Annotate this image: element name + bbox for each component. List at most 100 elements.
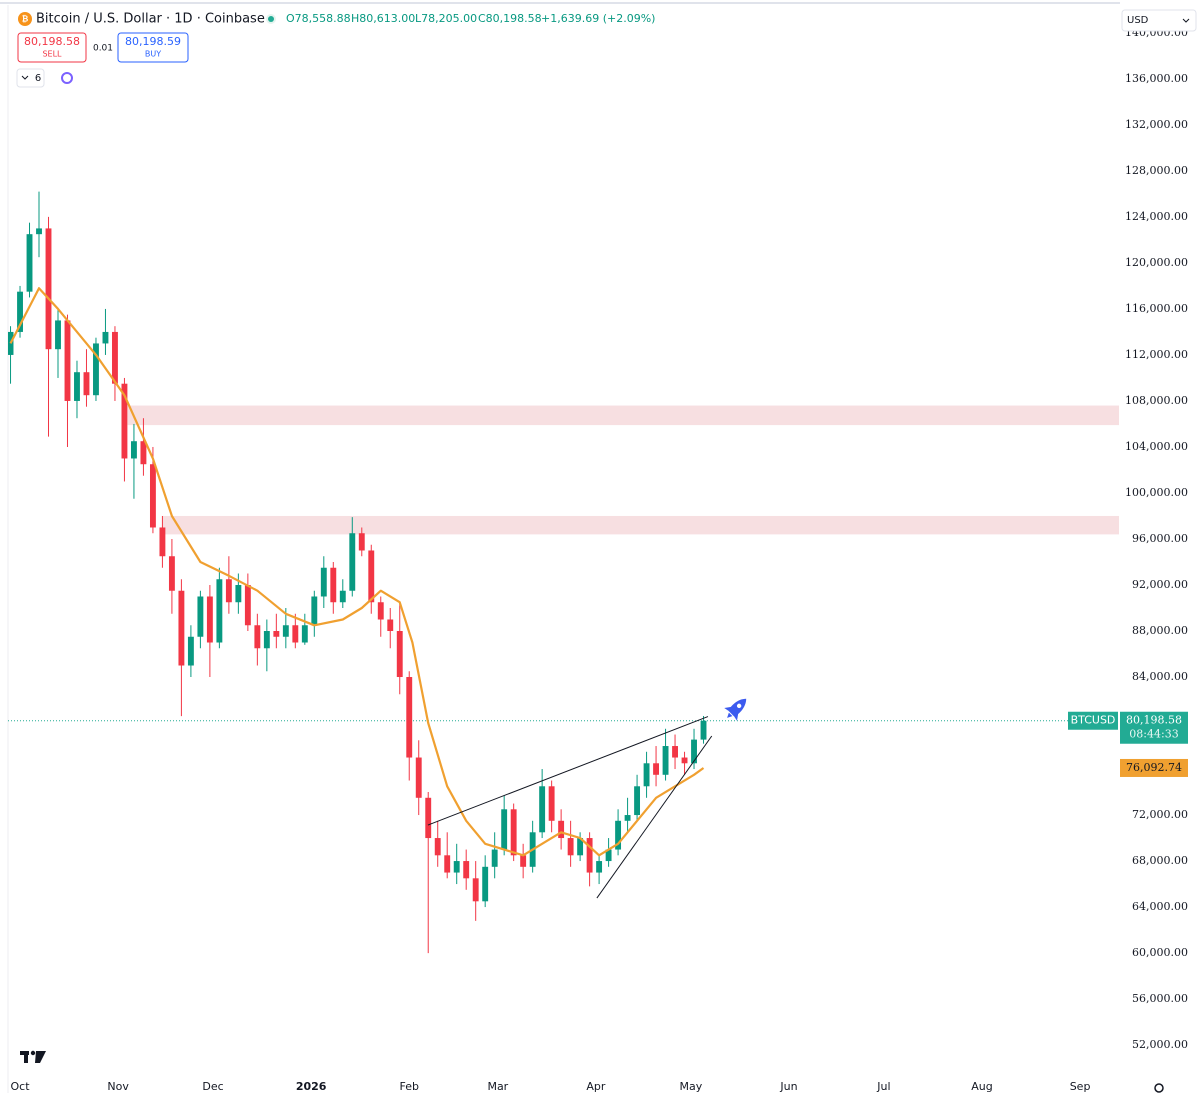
candle-body <box>36 228 42 235</box>
currency-select[interactable] <box>1121 9 1197 32</box>
y-tick-label: 120,000.00 <box>1125 256 1188 269</box>
candle-body <box>700 720 707 740</box>
candle-body <box>472 878 479 902</box>
candle-body <box>482 866 489 902</box>
candle-body <box>434 838 441 856</box>
y-tick-label: 132,000.00 <box>1125 118 1188 131</box>
market-status-dot <box>268 16 274 22</box>
candle-body <box>615 820 622 850</box>
sell-button[interactable] <box>17 32 87 63</box>
candle-body <box>197 596 204 637</box>
candle-body <box>691 739 697 764</box>
buy-button[interactable] <box>117 32 189 63</box>
candle-body <box>662 746 669 775</box>
y-tick-label: 56,000.00 <box>1132 992 1188 1005</box>
y-tick-label: 88,000.00 <box>1132 624 1188 637</box>
y-tick-label: 72,000.00 <box>1132 808 1188 821</box>
x-tick-label: Dec <box>202 1080 223 1093</box>
x-tick-label: Aug <box>971 1080 992 1093</box>
sync-icon[interactable] <box>61 72 73 84</box>
indicators-toggle[interactable] <box>16 68 45 88</box>
candle-body <box>263 631 270 649</box>
candle-body <box>216 579 223 643</box>
last-price-box <box>1120 711 1188 744</box>
candle-body <box>282 625 289 637</box>
candle-body <box>463 861 470 879</box>
y-tick-label: 128,000.00 <box>1125 164 1188 177</box>
candle-body <box>558 820 565 839</box>
y-tick-label: 60,000.00 <box>1132 946 1188 959</box>
candle-body <box>653 763 659 775</box>
ohlc-close: C80,198.58 <box>478 12 542 25</box>
y-tick-label: 52,000.00 <box>1132 1038 1188 1051</box>
candle-body <box>681 757 688 764</box>
settings-icon[interactable] <box>1154 1083 1164 1093</box>
x-tick-label: 2026 <box>296 1080 327 1093</box>
y-tick-label: 116,000.00 <box>1125 302 1188 315</box>
candle-body <box>510 809 517 856</box>
y-tick-label: 100,000.00 <box>1125 486 1188 499</box>
chevron <box>1182 18 1190 23</box>
x-tick-label: May <box>679 1080 702 1093</box>
symbol-label-box <box>1068 711 1118 730</box>
candle-body <box>26 234 33 292</box>
plot-area <box>8 191 1120 954</box>
moving-average <box>9 287 705 857</box>
coin-glyph: ₿ <box>22 15 29 24</box>
candle-body <box>17 291 23 332</box>
candle-body <box>159 527 166 557</box>
candle-body <box>187 636 194 666</box>
candle-body <box>453 861 460 873</box>
candle-body <box>415 757 422 798</box>
candle-body <box>130 441 137 459</box>
candle-body <box>112 331 118 384</box>
x-tick-label: Feb <box>399 1080 418 1093</box>
candle-body <box>206 596 213 643</box>
y-tick-label: 136,000.00 <box>1125 72 1188 85</box>
candle-body <box>387 619 394 632</box>
candle-body <box>339 590 346 603</box>
candle-body <box>520 855 527 867</box>
candle-body <box>577 838 584 856</box>
ohlc-high: H80,613.00 <box>351 12 415 25</box>
ma-price-box <box>1120 758 1188 777</box>
candle-body <box>377 602 384 620</box>
candle-body <box>425 797 432 839</box>
candle-body <box>596 861 603 873</box>
candle-body <box>586 838 593 873</box>
y-tick-label: 84,000.00 <box>1132 670 1188 683</box>
candle-body <box>624 815 631 821</box>
candle-body <box>396 631 403 678</box>
buy-price: 80,198.59 <box>125 35 181 48</box>
ohlc-open: O78,558.88 <box>286 12 351 25</box>
candle-body <box>368 550 375 603</box>
trendline <box>427 716 709 826</box>
x-tick-label: Mar <box>487 1080 508 1093</box>
candle-body <box>292 625 299 643</box>
candle-body <box>548 786 555 821</box>
y-tick-label: 68,000.00 <box>1132 854 1188 867</box>
candle-body <box>8 331 14 355</box>
candle-body <box>225 579 232 603</box>
candle-body <box>444 855 451 873</box>
zone <box>127 405 1120 426</box>
chart-title: Bitcoin / U.S. Dollar · 1D · Coinbase <box>36 12 265 27</box>
scale-mask <box>1120 0 1200 6</box>
candle-body <box>567 838 574 856</box>
ohlc-low: L78,205.00 <box>415 12 477 25</box>
y-tick-label: 124,000.00 <box>1125 210 1188 223</box>
candle-body <box>301 625 308 643</box>
candle-body <box>235 584 242 603</box>
y-tick-label: 96,000.00 <box>1132 532 1188 545</box>
candle-body <box>254 625 261 649</box>
trendline <box>596 735 713 899</box>
buy-label: BUY <box>145 50 161 59</box>
currency: USD <box>1127 15 1149 26</box>
candle-body <box>501 809 508 850</box>
candle-body <box>643 763 650 787</box>
y-tick-label: 112,000.00 <box>1125 348 1188 361</box>
candle-body <box>491 849 498 867</box>
candle-body <box>55 320 61 350</box>
